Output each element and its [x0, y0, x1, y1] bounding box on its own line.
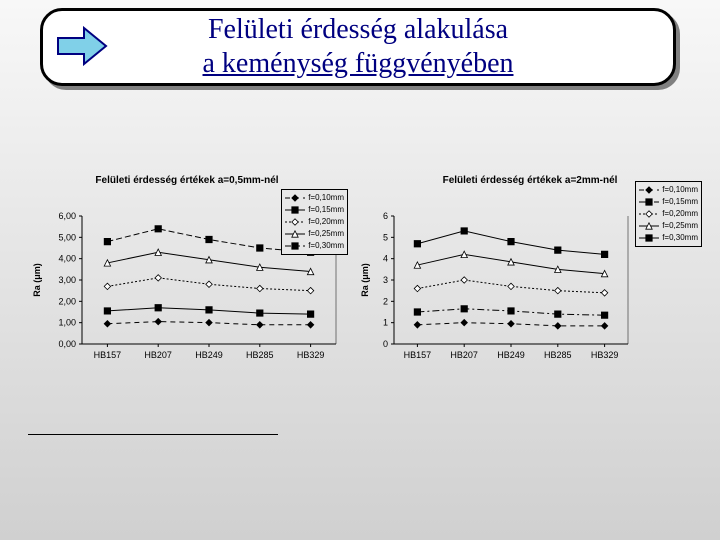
legend-item: f=0,25mm	[285, 228, 344, 240]
svg-text:3: 3	[383, 275, 388, 285]
svg-text:0,00: 0,00	[58, 339, 76, 349]
chart-left-legend: f=0,10mmf=0,15mmf=0,20mmf=0,25mmf=0,30mm	[281, 189, 348, 255]
svg-text:5,00: 5,00	[58, 232, 76, 242]
chart-right-legend: f=0,10mmf=0,15mmf=0,20mmf=0,25mmf=0,30mm	[635, 181, 702, 247]
svg-text:2,00: 2,00	[58, 296, 76, 306]
arrow-icon	[56, 26, 108, 66]
svg-text:5: 5	[383, 232, 388, 242]
underline	[28, 434, 278, 435]
svg-text:HB285: HB285	[246, 350, 274, 360]
svg-text:4: 4	[383, 254, 388, 264]
legend-item: f=0,20mm	[639, 208, 698, 220]
title-line1: Felületi érdesség alakulása	[43, 13, 673, 47]
legend-item: f=0,25mm	[639, 220, 698, 232]
legend-label: f=0,25mm	[308, 228, 344, 240]
legend-item: f=0,10mm	[639, 184, 698, 196]
title-line2: a keménység függvényében	[43, 47, 673, 81]
svg-text:HB157: HB157	[404, 350, 432, 360]
legend-label: f=0,10mm	[662, 184, 698, 196]
svg-text:Ra (μm): Ra (μm)	[360, 263, 370, 297]
legend-item: f=0,15mm	[285, 204, 344, 216]
legend-item: f=0,30mm	[285, 240, 344, 252]
svg-text:6: 6	[383, 211, 388, 221]
chart-left-title: Felületi érdesség értékek a=0,5mm-nél	[28, 175, 346, 186]
legend-item: f=0,20mm	[285, 216, 344, 228]
legend-label: f=0,15mm	[308, 204, 344, 216]
legend-label: f=0,20mm	[308, 216, 344, 228]
legend-item: f=0,15mm	[639, 196, 698, 208]
legend-label: f=0,10mm	[308, 192, 344, 204]
legend-label: f=0,25mm	[662, 220, 698, 232]
legend-label: f=0,15mm	[662, 196, 698, 208]
svg-text:3,00: 3,00	[58, 275, 76, 285]
chart-left: Felületi érdesség értékek a=0,5mm-nél 0,…	[28, 175, 346, 405]
svg-text:HB329: HB329	[297, 350, 325, 360]
svg-text:1: 1	[383, 318, 388, 328]
svg-text:HB207: HB207	[450, 350, 478, 360]
svg-text:HB157: HB157	[94, 350, 122, 360]
legend-item: f=0,10mm	[285, 192, 344, 204]
legend-label: f=0,30mm	[662, 232, 698, 244]
svg-text:HB285: HB285	[544, 350, 572, 360]
svg-text:HB249: HB249	[195, 350, 223, 360]
svg-text:6,00: 6,00	[58, 211, 76, 221]
legend-item: f=0,30mm	[639, 232, 698, 244]
svg-text:1,00: 1,00	[58, 318, 76, 328]
charts-row: Felületi érdesség értékek a=0,5mm-nél 0,…	[28, 175, 708, 405]
svg-text:Ra (μm): Ra (μm)	[32, 263, 42, 297]
svg-text:2: 2	[383, 296, 388, 306]
svg-text:HB207: HB207	[144, 350, 172, 360]
svg-text:0: 0	[383, 339, 388, 349]
svg-text:4,00: 4,00	[58, 254, 76, 264]
legend-label: f=0,20mm	[662, 208, 698, 220]
svg-text:HB329: HB329	[591, 350, 619, 360]
legend-label: f=0,30mm	[308, 240, 344, 252]
chart-right: Felületi érdesség értékek a=2mm-nél 0123…	[356, 175, 704, 405]
svg-text:HB249: HB249	[497, 350, 525, 360]
title-box: Felületi érdesség alakulása a keménység …	[40, 8, 676, 86]
